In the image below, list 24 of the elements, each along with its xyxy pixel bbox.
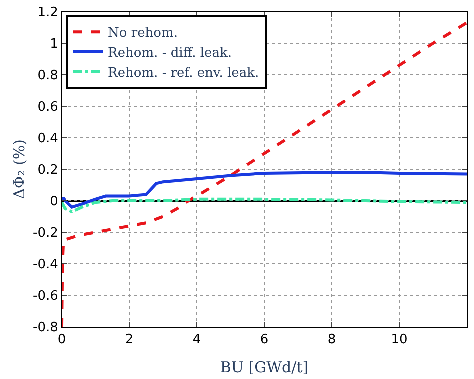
x-tick-label: 6: [260, 332, 269, 348]
y-tick-label: -0.6: [33, 289, 58, 304]
y-tick-label: 0.8: [38, 68, 58, 84]
legend-label: Rehom. - diff. leak.: [108, 46, 232, 62]
y-tick-label: 0.4: [38, 132, 58, 147]
legend-label: No rehom.: [108, 26, 178, 42]
x-tick-label: 8: [328, 332, 336, 348]
y-tick-label: 0.2: [38, 163, 58, 178]
y-axis-title: ΔΦ₂ (%): [10, 140, 28, 200]
y-tick-label: -0.2: [33, 226, 58, 242]
y-tick-label: 1: [50, 37, 58, 52]
line-series: [62, 198, 467, 214]
y-tick-label: -0.8: [33, 320, 58, 336]
y-tick-label: 0.6: [38, 100, 58, 116]
x-tick-label: 4: [192, 332, 202, 348]
y-tick-label: -0.4: [33, 258, 58, 273]
x-tick-label: 2: [125, 332, 134, 348]
legend-label: Rehom. - ref. env. leak.: [108, 66, 260, 81]
x-tick-label: 10: [391, 332, 408, 348]
line-series: [62, 22, 467, 327]
y-tick-label: 0: [50, 194, 58, 210]
line-series: [62, 171, 467, 209]
y-tick-label: 1.2: [38, 6, 58, 21]
x-axis-title: BU [GWd/t]: [220, 358, 309, 377]
